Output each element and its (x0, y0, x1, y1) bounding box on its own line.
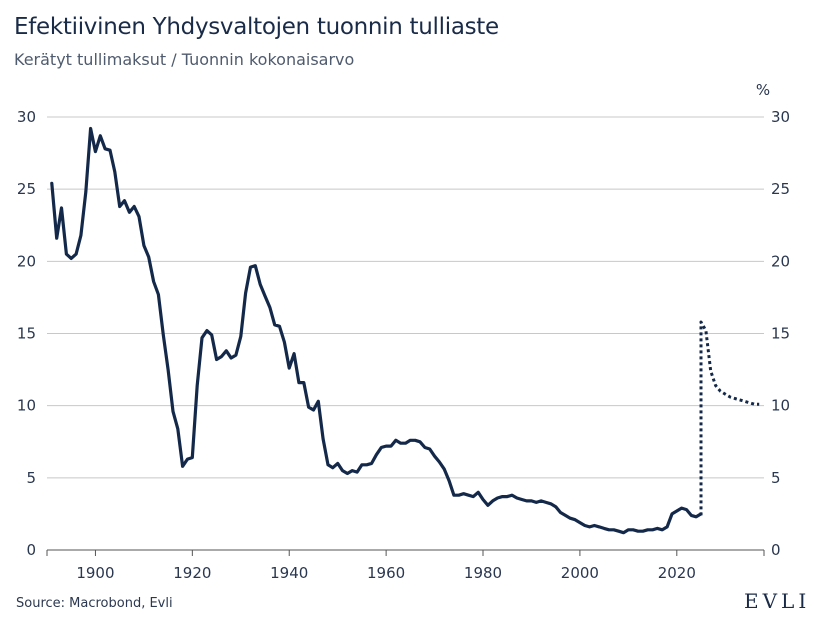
y-tick-label-right: 0 (771, 541, 781, 559)
right-axis-unit: % (756, 81, 770, 99)
forecast-series-line (699, 320, 760, 516)
y-tick-label-right: 5 (771, 469, 781, 487)
y-tick-label-left: 20 (17, 252, 36, 270)
evli-logo: EVLI (744, 589, 811, 613)
y-tick-label-left: 0 (26, 541, 36, 559)
x-tick-label: 1940 (270, 564, 308, 582)
y-tick-label-left: 30 (17, 108, 36, 126)
chart-title: Efektiivinen Yhdysvaltojen tuonnin tulli… (14, 14, 499, 40)
x-tick-label: 1920 (173, 564, 211, 582)
y-tick-label-right: 25 (771, 180, 790, 198)
y-tick-label-left: 5 (26, 469, 36, 487)
y-tick-label-right: 10 (771, 397, 790, 415)
y-tick-label-left: 10 (17, 397, 36, 415)
x-tick-label: 2020 (658, 564, 696, 582)
x-tick-label: 2000 (561, 564, 599, 582)
tariff-rate-series-line (50, 126, 703, 535)
x-tick-label: 1980 (464, 564, 502, 582)
y-tick-label-left: 15 (17, 325, 36, 343)
y-tick-label-right: 30 (771, 108, 790, 126)
y-tick-label-right: 15 (771, 325, 790, 343)
x-tick-label: 1960 (367, 564, 405, 582)
y-tick-label-left: 25 (17, 180, 36, 198)
source-note: Source: Macrobond, Evli (16, 596, 173, 611)
x-tick-label: 1900 (76, 564, 114, 582)
y-tick-label-right: 20 (771, 252, 790, 270)
chart-subtitle: Kerätyt tullimaksut / Tuonnin kokonaisar… (14, 50, 355, 69)
